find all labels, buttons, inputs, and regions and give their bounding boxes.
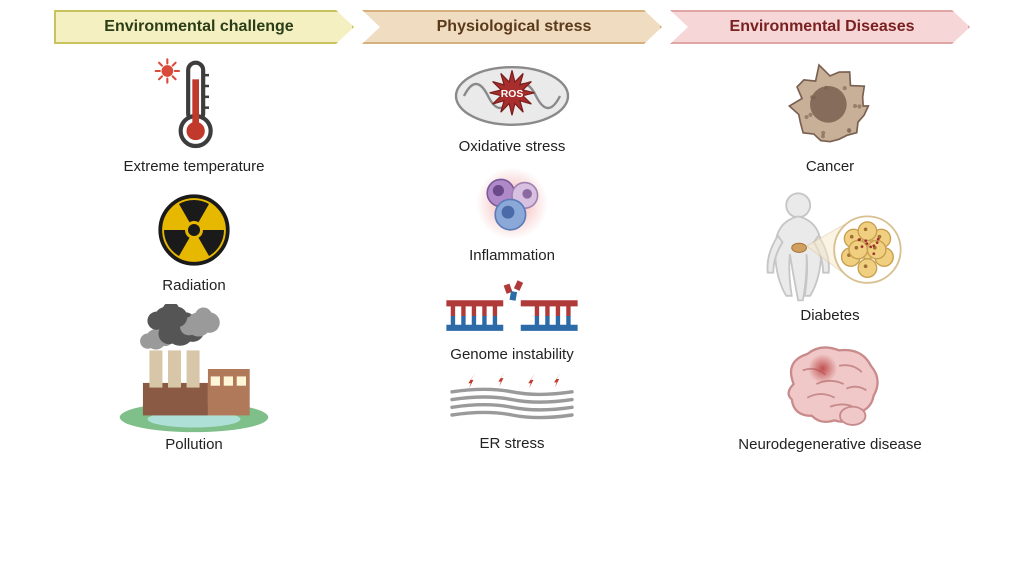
label-diabetes: Diabetes	[800, 307, 859, 324]
label-cancer: Cancer	[806, 158, 854, 175]
item-diabetes: Diabetes	[743, 185, 918, 324]
columns: Extreme temperature Radiation Pollution …	[40, 56, 984, 453]
item-er-stress: ER stress	[427, 373, 597, 452]
header-phys-stress: Physiological stress	[362, 10, 662, 44]
label-er-stress: ER stress	[479, 435, 544, 452]
header-env-challenge: Environmental challenge	[54, 10, 354, 44]
pollution-icon	[109, 304, 279, 434]
brain-icon	[765, 334, 895, 434]
label-inflammation: Inflammation	[469, 247, 555, 264]
col-phys: ROS Oxidative stress Inflammation Genome…	[358, 56, 666, 453]
item-oxidative: ROS Oxidative stress	[437, 56, 587, 155]
col-env: Extreme temperature Radiation Pollution	[40, 56, 348, 453]
label-oxidative: Oxidative stress	[459, 138, 566, 155]
item-neuro: Neurodegenerative disease	[738, 334, 921, 453]
radiation-icon	[149, 185, 239, 275]
item-temperature: Extreme temperature	[124, 56, 265, 175]
col-dis: Cancer Diabetes Neurodegenerative diseas…	[676, 56, 984, 453]
inflammation-icon	[457, 165, 567, 245]
svg-text:ROS: ROS	[501, 89, 524, 100]
item-pollution: Pollution	[109, 304, 279, 453]
label-radiation: Radiation	[162, 277, 225, 294]
er-stress-icon	[427, 373, 597, 433]
dna-break-icon	[427, 274, 597, 344]
label-pollution: Pollution	[165, 436, 223, 453]
label-temperature: Extreme temperature	[124, 158, 265, 175]
item-radiation: Radiation	[149, 185, 239, 294]
label-neuro: Neurodegenerative disease	[738, 436, 921, 453]
item-cancer: Cancer	[780, 56, 880, 175]
diabetes-icon	[743, 185, 918, 305]
label-genome: Genome instability	[450, 346, 573, 363]
item-inflammation: Inflammation	[457, 165, 567, 264]
header-env-diseases: Environmental Diseases	[670, 10, 970, 44]
cancer-cell-icon	[780, 56, 880, 156]
mitochondria-ros-icon: ROS	[437, 56, 587, 136]
item-genome: Genome instability	[427, 274, 597, 363]
header-row: Environmental challenge Physiological st…	[40, 10, 984, 44]
thermometer-icon	[139, 56, 249, 156]
